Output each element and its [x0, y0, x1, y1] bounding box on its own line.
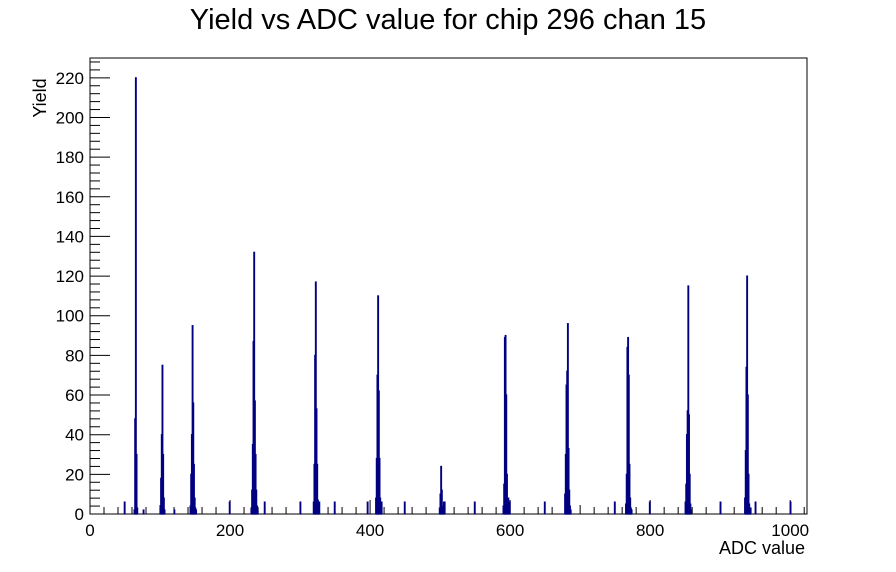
histogram-bin: [473, 501, 476, 515]
histogram-bin: [648, 501, 651, 515]
y-tick-label: 20: [65, 465, 84, 484]
y-axis-title: Yield: [30, 78, 50, 117]
x-axis-title: ADC value: [719, 538, 805, 558]
histogram-bin: [366, 501, 369, 515]
histogram-bin: [136, 507, 139, 515]
histogram-bin: [719, 501, 722, 515]
y-tick-label: 180: [56, 148, 84, 167]
y-tick-label: 100: [56, 307, 84, 326]
y-tick-label: 0: [75, 505, 84, 524]
histogram-bin: [380, 501, 383, 515]
y-tick-label: 220: [56, 69, 84, 88]
histogram-bin: [613, 501, 616, 515]
histogram-bin: [123, 501, 126, 515]
x-tick-label: 0: [85, 521, 94, 540]
y-tick-label: 140: [56, 227, 84, 246]
histogram-bin: [135, 453, 138, 515]
histogram-bin: [333, 501, 336, 515]
y-tick-label: 80: [65, 346, 84, 365]
histogram-bin: [690, 509, 693, 515]
x-tick-label: 200: [216, 521, 244, 540]
histogram-bin: [543, 501, 546, 515]
histogram-bin: [134, 77, 137, 515]
y-tick-label: 120: [56, 267, 84, 286]
x-tick-label: 600: [496, 521, 524, 540]
histogram-bin: [630, 509, 633, 515]
x-axis: 0 200 400 600 800 1000: [85, 500, 809, 540]
x-tick-label: 400: [356, 521, 384, 540]
y-tick-label: 160: [56, 188, 84, 207]
histogram-bin: [789, 501, 792, 515]
histogram-bin: [569, 509, 572, 515]
histogram-bin: [443, 501, 446, 515]
plot-frame: [89, 57, 808, 515]
y-tick-label: 200: [56, 108, 84, 127]
histogram-bin: [142, 509, 145, 515]
x-tick-label: 800: [636, 521, 664, 540]
histogram-bin: [754, 501, 757, 515]
histogram-bin: [256, 509, 259, 515]
y-tick-label: 60: [65, 386, 84, 405]
histogram-bin: [263, 501, 266, 515]
histogram-bin: [403, 501, 406, 515]
histogram-bin: [749, 507, 752, 515]
y-axis: 0 20 40 60 80 100 120 140 160 180 200 220: [56, 61, 110, 524]
histogram-bin: [508, 501, 511, 515]
histogram-bin: [318, 501, 321, 515]
x-tick-label: 1000: [771, 521, 809, 540]
histogram-bin: [299, 501, 302, 515]
chart-title: Yield vs ADC value for chip 296 chan 15: [189, 4, 707, 36]
histogram-bin: [195, 509, 198, 515]
histogram-bars: [123, 77, 792, 515]
histogram-bin: [163, 509, 166, 515]
histogram-bin: [228, 501, 231, 515]
y-tick-label: 40: [65, 426, 84, 445]
histogram-bin: [173, 509, 176, 515]
